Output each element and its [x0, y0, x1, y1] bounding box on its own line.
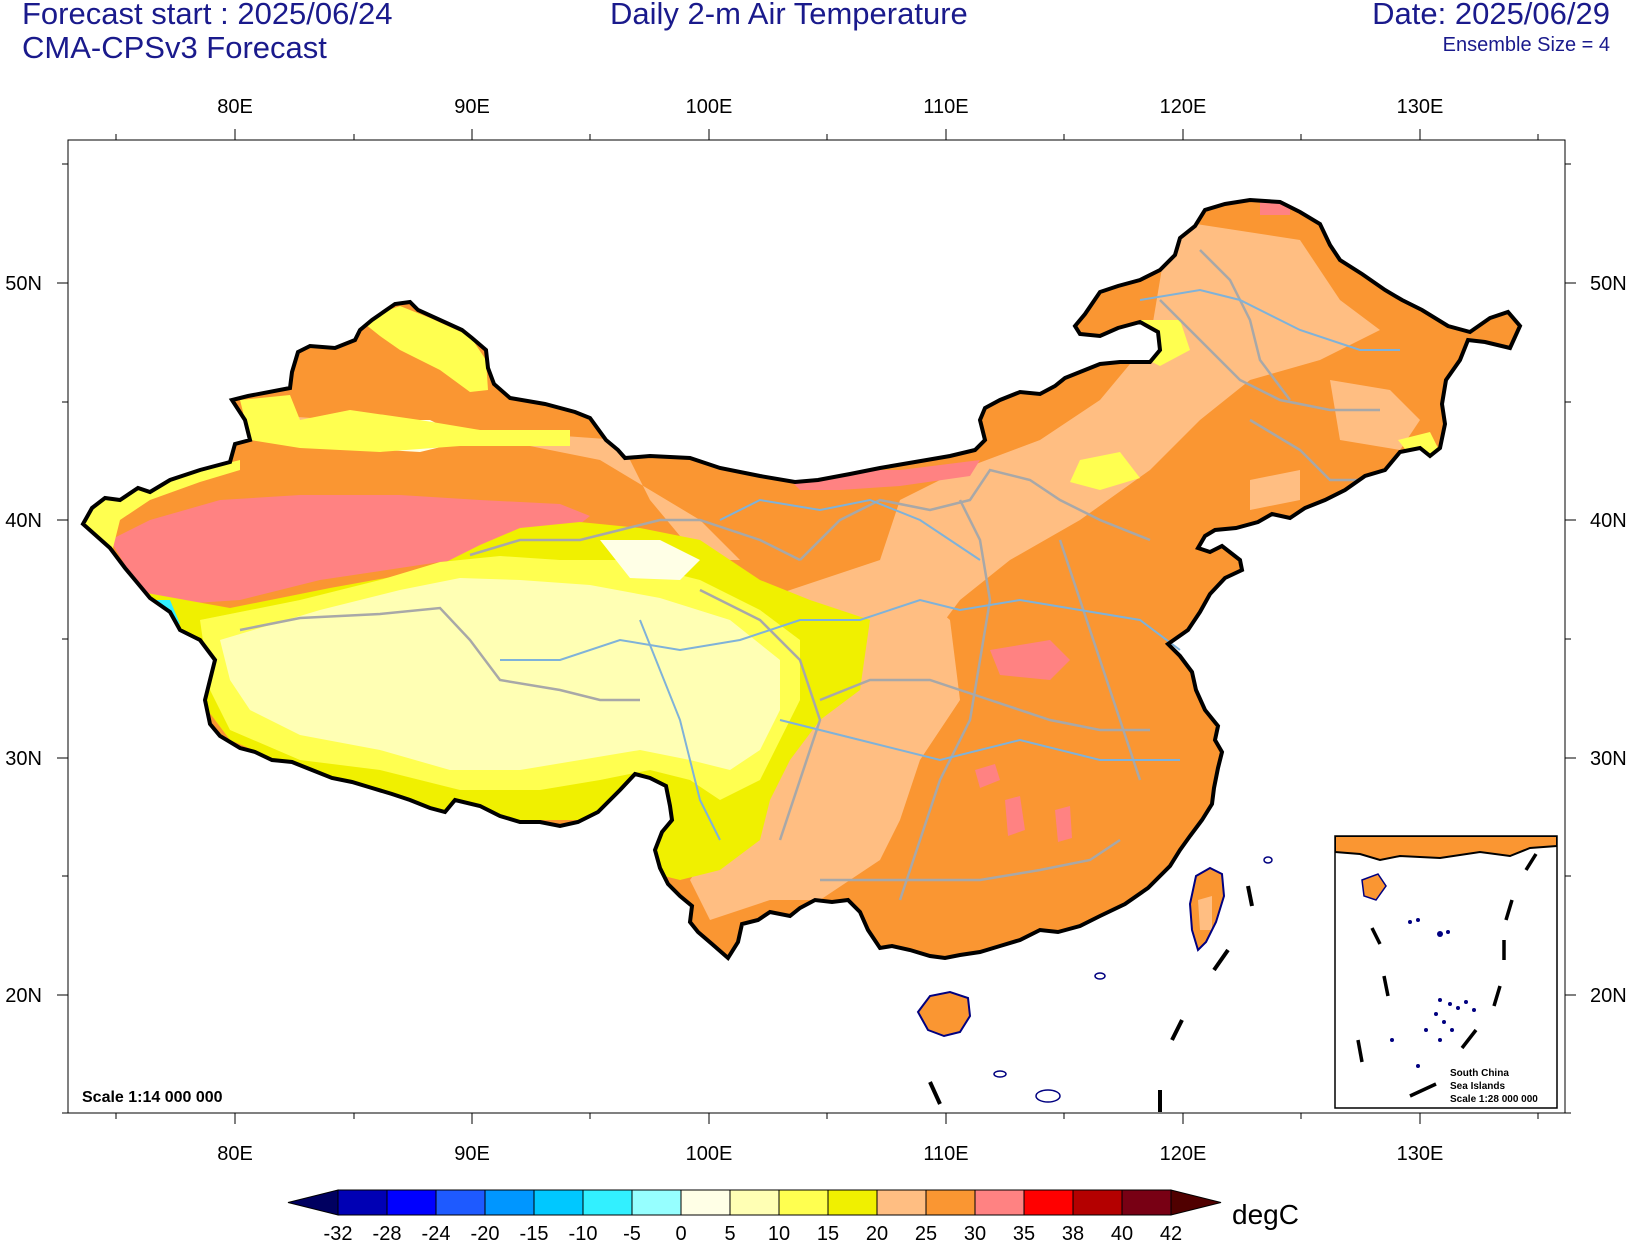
legend-swatch [876, 1189, 927, 1216]
legend-swatch [533, 1189, 584, 1216]
legend-swatch [484, 1189, 535, 1216]
legend-swatch [435, 1189, 486, 1216]
legend-label: 5 [724, 1223, 735, 1241]
legend-swatch [337, 1189, 388, 1216]
legend-swatch [974, 1189, 1025, 1216]
legend-swatch [680, 1189, 731, 1216]
legend-label: -32 [324, 1223, 353, 1241]
legend-arrow-low [287, 1189, 339, 1216]
legend-swatch [729, 1189, 780, 1216]
color-legend: -32 -28 -24 -20 -15 -10 -5 0 5 10 15 20 25 30 35 38 40 42 [287, 1189, 1222, 1241]
inset-label-line2: Sea Islands [1450, 1081, 1505, 1092]
legend-label: 15 [817, 1223, 839, 1241]
legend-label: -28 [373, 1223, 402, 1241]
inset-label-line1: South China [1450, 1068, 1509, 1079]
legend-swatch [827, 1189, 878, 1216]
legend-label: 42 [1160, 1223, 1182, 1241]
legend-label: 30 [964, 1223, 986, 1241]
nine-dash-line [928, 885, 1254, 1112]
legend-label: -5 [623, 1223, 641, 1241]
ensemble-size-label: Ensemble Size = 4 [1442, 34, 1610, 56]
hainan-coast [916, 990, 972, 1038]
province-and-river-lines [239, 249, 1400, 901]
legend-swatch [631, 1189, 682, 1216]
lat-label-left: 40N [5, 510, 42, 532]
coastal-islands [993, 856, 1273, 1103]
legend-swatch [1072, 1189, 1123, 1216]
legend-label: -10 [569, 1223, 598, 1241]
lat-label-left: 50N [5, 273, 42, 295]
legend-label: 35 [1013, 1223, 1035, 1241]
inset-scale-label: Scale 1:28 000 000 [1450, 1094, 1538, 1105]
legend-swatch [386, 1189, 437, 1216]
lon-label-bottom: 100E [686, 1143, 733, 1165]
lat-label-right: 20N [1590, 985, 1627, 1007]
lon-label-bottom: 90E [454, 1143, 490, 1165]
forecast-start-label: Forecast start : 2025/06/24 [22, 0, 393, 31]
lon-label-top: 130E [1397, 96, 1444, 118]
legend-swatch [582, 1189, 633, 1216]
lon-label-top: 90E [454, 96, 490, 118]
main-scale-label: Scale 1:14 000 000 [82, 1089, 223, 1106]
legend-label: 20 [866, 1223, 888, 1241]
legend-label: -15 [520, 1223, 549, 1241]
lon-label-top: 110E [923, 96, 968, 118]
legend-label: 38 [1062, 1223, 1084, 1241]
lat-label-right: 40N [1590, 510, 1627, 532]
legend-arrow-high [1170, 1189, 1222, 1216]
lon-label-top: 80E [217, 96, 253, 118]
legend-swatch [778, 1189, 829, 1216]
lon-label-top: 100E [686, 96, 733, 118]
south-china-sea-inset: South China Sea Islands Scale 1:28 000 0… [1334, 835, 1558, 1109]
lon-label-bottom: 120E [1160, 1143, 1207, 1165]
lat-label-left: 20N [5, 985, 42, 1007]
valid-date-label: Date: 2025/06/29 [1372, 0, 1610, 31]
legend-label: 10 [768, 1223, 790, 1241]
lon-label-top: 120E [1160, 96, 1207, 118]
legend-label: 25 [915, 1223, 937, 1241]
legend-label: -20 [471, 1223, 500, 1241]
legend-label: -24 [422, 1223, 451, 1241]
legend-label: 40 [1111, 1223, 1133, 1241]
lat-label-right: 50N [1590, 273, 1627, 295]
legend-label: 0 [675, 1223, 686, 1241]
map-title: Daily 2-m Air Temperature [610, 0, 968, 31]
axis-ticks: 80E 80E 90E 90E 100E 100E 110E 110E 120E 120E 130E… [5, 96, 1626, 1165]
lon-label-bottom: 110E [923, 1143, 968, 1165]
model-label: CMA-CPSv3 Forecast [22, 30, 327, 65]
lon-label-bottom: 80E [217, 1143, 253, 1165]
legend-swatch [925, 1189, 976, 1216]
lat-label-right: 30N [1590, 748, 1627, 770]
lon-label-bottom: 130E [1397, 1143, 1444, 1165]
legend-swatch [1023, 1189, 1074, 1216]
legend-swatch [1121, 1189, 1172, 1216]
lat-label-left: 30N [5, 748, 42, 770]
taiwan-coast [1188, 866, 1226, 952]
legend-unit: degC [1232, 1199, 1299, 1230]
